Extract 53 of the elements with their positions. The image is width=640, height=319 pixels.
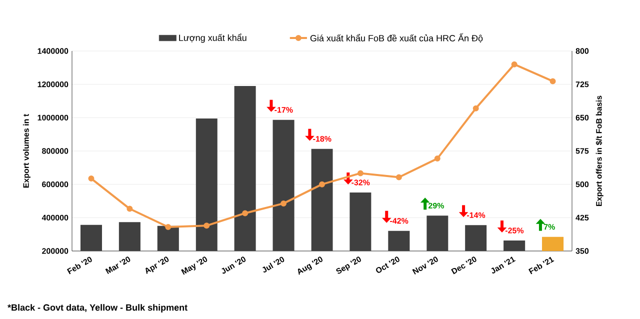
y2-tick-label: 725 bbox=[576, 82, 589, 88]
x-tick-label: May '20 bbox=[181, 256, 208, 275]
annotation: -14% bbox=[466, 212, 486, 218]
y-tick-label: 1400000 bbox=[38, 48, 68, 54]
x-tick-label: Oct '20 bbox=[376, 256, 400, 273]
x-tick-label: Nov '20 bbox=[412, 256, 438, 274]
annotation: 29% bbox=[428, 202, 444, 208]
y2-tick-label: 350 bbox=[576, 248, 589, 254]
point bbox=[242, 210, 248, 216]
y-tick-label: 600000 bbox=[42, 182, 68, 188]
x-tick-label: Mar '20 bbox=[105, 256, 130, 274]
y-tick-label: 1200000 bbox=[38, 82, 68, 88]
point bbox=[280, 200, 287, 206]
x-tick-label: Jun '20 bbox=[222, 256, 246, 274]
x-tick-label: Dec '20 bbox=[451, 256, 476, 274]
y-tick-label: 200000 bbox=[42, 248, 68, 254]
x-tick-label: Jan '21 bbox=[491, 256, 516, 274]
x-tick-label: Jul '20 bbox=[262, 256, 284, 273]
point bbox=[165, 224, 172, 230]
y-tick-label: 800000 bbox=[42, 148, 68, 154]
annotation: -18% bbox=[313, 136, 332, 142]
y2-tick-label: 650 bbox=[576, 114, 589, 120]
y-tick-label: 400000 bbox=[42, 214, 68, 220]
point bbox=[396, 174, 402, 180]
annotation: -42% bbox=[390, 218, 408, 224]
x-tick-label: Sep '20 bbox=[336, 256, 361, 274]
point bbox=[550, 78, 556, 84]
y2-tick-label: 800 bbox=[576, 48, 589, 54]
x-tick-label: Feb '20 bbox=[66, 256, 92, 274]
point bbox=[88, 176, 94, 182]
y2-tick-label: 500 bbox=[576, 182, 589, 188]
y2-axis-title: Export offers in $/t FoB basis bbox=[596, 96, 604, 206]
annotation: -32% bbox=[352, 180, 370, 186]
y2-tick-label: 575 bbox=[576, 148, 589, 154]
text: *Black - Govt data, Yellow - Bulk shipment bbox=[8, 304, 188, 312]
x-tick-label: Apr '20 bbox=[146, 256, 169, 274]
point bbox=[319, 181, 326, 188]
annotation: -17% bbox=[274, 107, 293, 113]
y2-tick-label: 425 bbox=[576, 214, 589, 220]
legend-label: Lượng xuất khẩu bbox=[179, 34, 246, 43]
point bbox=[204, 222, 210, 229]
annotation: -25% bbox=[505, 228, 524, 234]
x-tick-label: Aug '20 bbox=[298, 256, 322, 275]
point bbox=[511, 61, 518, 68]
legend-label: Giá xuất khẩu FoB đề xuất của HRC Ấn Độ bbox=[310, 33, 483, 43]
point bbox=[472, 105, 479, 112]
x-tick-label: Feb '21 bbox=[528, 256, 554, 274]
y-tick-label: 1000000 bbox=[38, 114, 68, 120]
y-axis-title: Export volumes in t bbox=[22, 114, 30, 188]
point bbox=[357, 170, 364, 176]
point bbox=[434, 156, 440, 162]
point bbox=[126, 206, 133, 212]
annotation: 7% bbox=[544, 224, 555, 230]
